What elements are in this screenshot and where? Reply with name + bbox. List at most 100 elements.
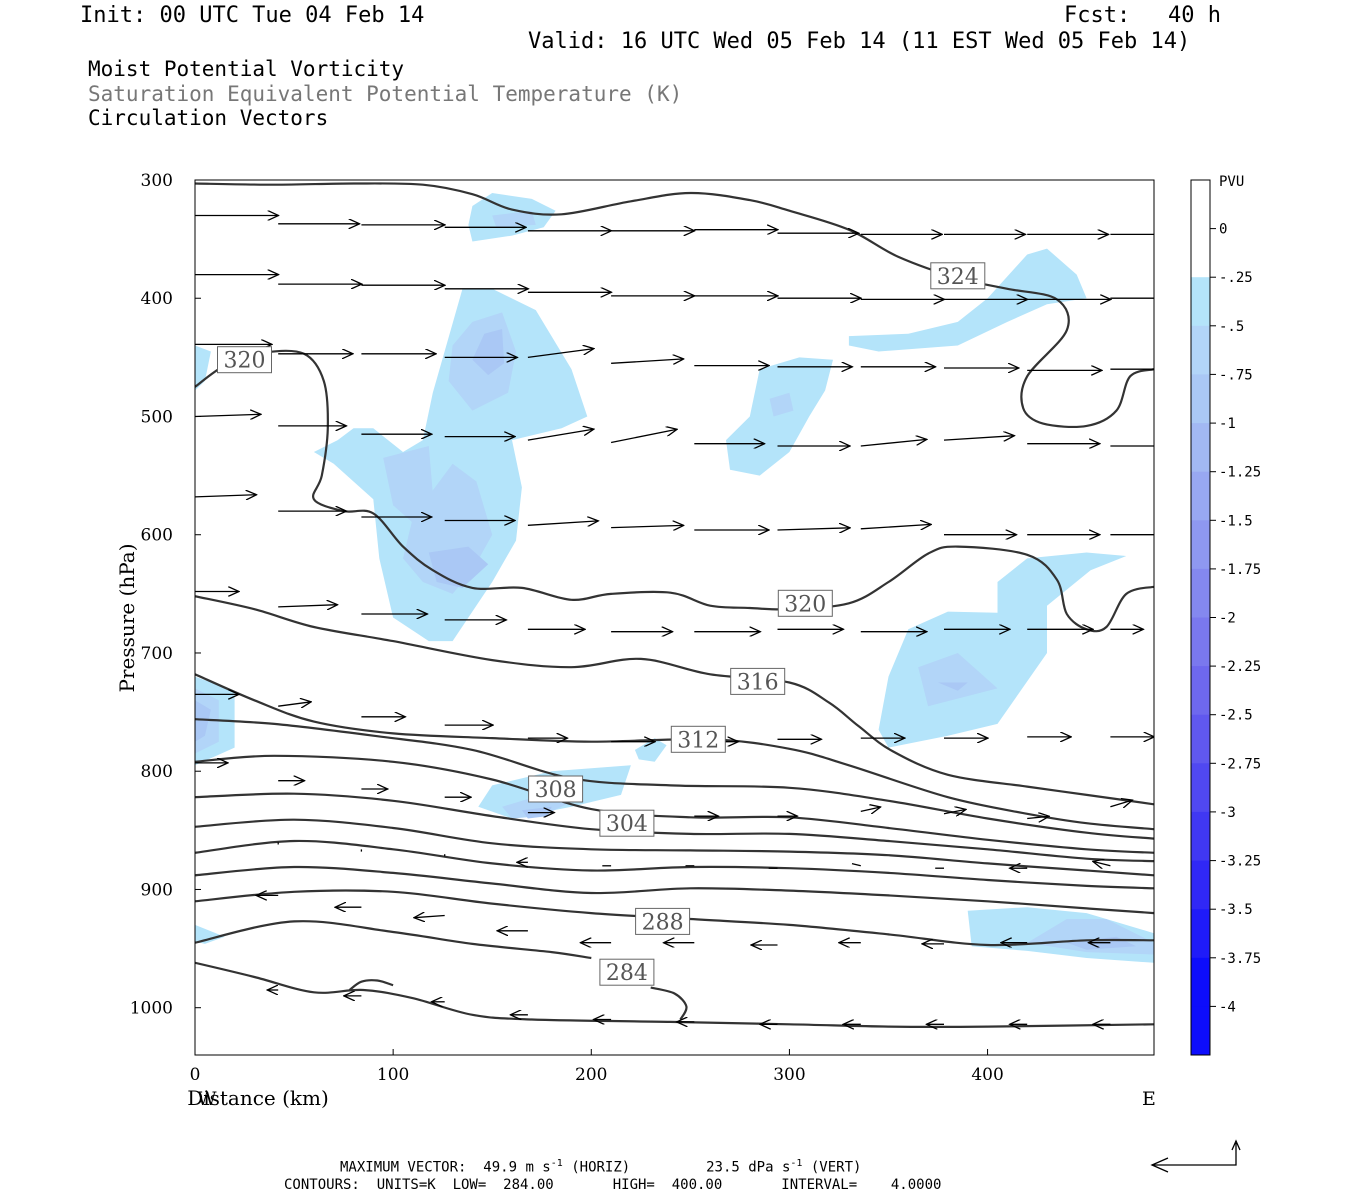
max-vector-label: MAXIMUM VECTOR: xyxy=(340,1159,467,1176)
contour-label-text: 324 xyxy=(937,265,979,290)
theta-es-contour xyxy=(348,979,394,991)
colorbar-label: -3.75 xyxy=(1219,951,1261,967)
wind-vector xyxy=(611,525,684,527)
horiz-tag: (HORIZ) xyxy=(571,1159,631,1176)
wind-vector xyxy=(414,916,445,918)
wind-vector xyxy=(610,429,677,444)
contour-label: 312 xyxy=(670,725,726,753)
colorbar-swatch xyxy=(1191,763,1210,813)
colorbar-label: -2.25 xyxy=(1219,659,1261,675)
wind-vector xyxy=(1093,861,1111,865)
y-tick-label: 600 xyxy=(141,526,173,546)
pv-region xyxy=(938,682,968,691)
colorbar-label: -3 xyxy=(1219,805,1236,821)
contour-label-text: 320 xyxy=(784,592,826,617)
contour-label: 324 xyxy=(930,262,986,290)
colorbar-swatch xyxy=(1191,423,1210,473)
theta-es-contour xyxy=(195,595,1154,806)
colorbar-label: -1 xyxy=(1219,416,1236,432)
contour-label-text: 316 xyxy=(737,670,779,695)
y-tick-label: 800 xyxy=(141,762,173,782)
pv-colorbar: PVU 0 -.25 -.5 -.75 -1 -1.25 -1.5 -1.75 -2 -2.25 -2… xyxy=(1190,174,1261,1056)
colorbar-label: -.75 xyxy=(1219,367,1253,383)
colorbar-label: -3.25 xyxy=(1219,854,1261,870)
x-tick-label: 100 xyxy=(377,1065,409,1085)
contour-label: 288 xyxy=(635,907,691,935)
pv-region xyxy=(769,392,794,417)
colorbar-swatch xyxy=(1191,666,1210,716)
theta-es-contour xyxy=(195,865,1154,915)
y-tick-label: 400 xyxy=(141,289,173,309)
east-label: E xyxy=(1142,1088,1156,1110)
theta-es-contour xyxy=(195,792,1154,863)
wind-vector xyxy=(860,524,931,528)
y-tick-label: 500 xyxy=(141,407,173,427)
contour-label: 316 xyxy=(730,667,786,695)
colorbar-swatch xyxy=(1191,909,1210,959)
init-time: Init: 00 UTC Tue 04 Feb 14 xyxy=(80,3,425,28)
x-tick-label: 200 xyxy=(575,1065,607,1085)
colorbar-swatch xyxy=(1191,860,1210,910)
colorbar-label: -3.5 xyxy=(1219,902,1253,918)
max-vector-horiz: 49.9 m s xyxy=(483,1159,551,1176)
wind-vector xyxy=(943,809,966,813)
y-tick-label: 300 xyxy=(141,171,173,191)
colorbar-swatch xyxy=(1191,277,1210,327)
colorbar-label: -4 xyxy=(1219,999,1236,1015)
wind-vector xyxy=(860,439,927,447)
axes: 300 400 500 600 700 800 900 1000 0 100 200 300 400 W E xyxy=(130,171,1156,1110)
colorbar-swatch xyxy=(1191,471,1210,521)
y-axis-label: Pressure (hPa) xyxy=(115,544,139,693)
colorbar-label: -2.5 xyxy=(1219,708,1253,724)
theta-es-contour xyxy=(650,986,688,1021)
contour-label-text: 320 xyxy=(224,349,266,374)
circulation-vectors xyxy=(195,216,1154,1025)
wind-vector xyxy=(1110,800,1132,807)
pv-region xyxy=(848,248,1087,352)
wind-vector xyxy=(527,429,594,441)
theta-es-contour xyxy=(195,349,1154,633)
colorbar-swatch xyxy=(1191,325,1210,375)
x-tick-label: 0 xyxy=(190,1065,201,1085)
pv-region xyxy=(472,329,505,376)
pv-shading xyxy=(195,193,1154,963)
pv-region xyxy=(878,552,1127,748)
colorbar-label: -1.25 xyxy=(1219,465,1261,481)
max-vector-vert: 23.5 dPa s xyxy=(706,1159,791,1176)
vert-exponent: -1 xyxy=(790,1158,803,1169)
vert-tag: (VERT) xyxy=(810,1159,862,1176)
pv-region xyxy=(313,288,588,642)
wind-vector xyxy=(777,528,851,530)
y-tick-label: 700 xyxy=(141,644,173,664)
colorbar-swatch xyxy=(1191,617,1210,667)
contour-info: CONTOURS: UNITS=K LOW= 284.00 HIGH= 400.… xyxy=(284,1177,942,1193)
wind-vector xyxy=(860,807,881,811)
colorbar-unit: PVU xyxy=(1219,174,1244,190)
y-tick-label: 900 xyxy=(141,880,173,900)
colorbar-label: -2.75 xyxy=(1219,756,1261,772)
horiz-exponent: -1 xyxy=(550,1158,563,1169)
forecast-hour: 40 h xyxy=(1168,3,1221,28)
contour-label: 320 xyxy=(217,346,272,374)
reference-vertical-arrowhead-icon xyxy=(1231,1139,1241,1151)
wind-vector xyxy=(195,495,257,497)
contour-label-text: 284 xyxy=(606,961,648,986)
contour-label: 304 xyxy=(599,809,655,837)
x-tick-label: 300 xyxy=(773,1065,805,1085)
pv-region xyxy=(195,924,225,944)
x-tick-label: 400 xyxy=(971,1065,1003,1085)
theta-es-contour xyxy=(195,818,1154,877)
colorbar-swatch xyxy=(1191,180,1210,230)
theta-es-contour xyxy=(195,839,1154,890)
wind-vector xyxy=(943,436,1014,440)
colorbar-swatch xyxy=(1191,374,1210,424)
colorbar-swatch xyxy=(1191,568,1210,618)
contour-label-text: 312 xyxy=(677,728,719,753)
max-vector-text: MAXIMUM VECTOR: 49.9 m s-1 (HORIZ) 23.5 … xyxy=(340,1158,861,1176)
colorbar-label: 0 xyxy=(1219,222,1227,238)
colorbar-label: -1.75 xyxy=(1219,562,1261,578)
contour-label: 320 xyxy=(777,589,833,617)
contour-label-text: 288 xyxy=(642,910,684,935)
wind-vector xyxy=(851,862,861,867)
y-tick-label: 1000 xyxy=(130,999,173,1019)
